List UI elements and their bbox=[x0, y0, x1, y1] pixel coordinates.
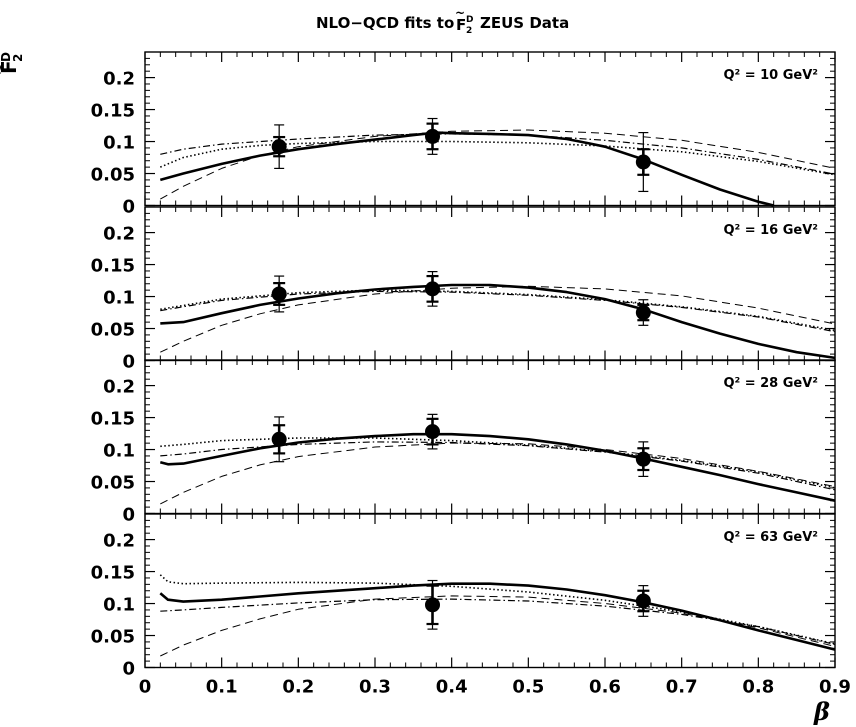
x-tick-label: 0 bbox=[139, 677, 152, 698]
panel-1: 0 0.05 0.1 0.15 0.2 Q² = 10 GeV² bbox=[91, 51, 836, 218]
y-tick-label: 0.05 bbox=[91, 627, 135, 648]
fit-curve-dashdot bbox=[160, 441, 836, 491]
fit-curve-dashed bbox=[160, 595, 836, 657]
fit-curve-dashdot bbox=[160, 133, 836, 175]
x-tick-label: 0.8 bbox=[742, 677, 774, 698]
fit-curve-solid bbox=[159, 582, 836, 651]
x-tick-label: 0.4 bbox=[436, 677, 468, 698]
svg-text:2: 2 bbox=[466, 26, 472, 36]
fit-curve-dotted bbox=[160, 437, 836, 489]
x-tick-label: 0.7 bbox=[666, 677, 698, 698]
data-point bbox=[635, 154, 651, 170]
y-tick-label: 0.1 bbox=[103, 288, 135, 309]
svg-text:~: ~ bbox=[455, 6, 465, 20]
panel-3: 0 0.05 0.1 0.15 0.2 Q² = 28 GeV² bbox=[91, 359, 836, 526]
panel-4: 0 0.05 0.1 0.15 0.2 Q² = 63 GeV² bbox=[91, 513, 836, 680]
panel-q2-label: Q² = 16 GeV² bbox=[723, 223, 818, 238]
data-point bbox=[635, 593, 651, 609]
data-point bbox=[635, 451, 651, 467]
y-tick-label: 0 bbox=[122, 352, 135, 373]
y-tick-label: 0.15 bbox=[91, 256, 135, 277]
y-tick-label: 0.1 bbox=[103, 595, 135, 616]
y-tick-label: 0.1 bbox=[103, 441, 135, 462]
panel-q2-label: Q² = 28 GeV² bbox=[723, 376, 818, 391]
fit-curve-dashdot bbox=[160, 290, 836, 333]
fit-curve-dashed bbox=[160, 442, 836, 505]
svg-text:F: F bbox=[0, 60, 21, 74]
x-axis-label: β bbox=[813, 697, 830, 726]
svg-text:2: 2 bbox=[11, 54, 25, 62]
svg-text:D: D bbox=[466, 15, 473, 25]
y-tick-label: 0.2 bbox=[103, 69, 135, 90]
fit-curve-solid bbox=[159, 432, 836, 502]
fit-curve-dashed bbox=[160, 129, 836, 200]
data-point bbox=[425, 128, 440, 144]
fit-curve-dashed bbox=[160, 285, 836, 353]
svg-text:ZEUS Data: ZEUS Data bbox=[480, 14, 569, 32]
y-tick-label: 0.05 bbox=[91, 473, 135, 494]
y-tick-label: 0.2 bbox=[103, 531, 135, 552]
svg-text:NLO−QCD fits to: NLO−QCD fits to bbox=[316, 14, 454, 32]
x-tick-label: 0.9 bbox=[819, 677, 851, 698]
y-tick-label: 0.15 bbox=[91, 101, 135, 122]
fit-curve-dotted bbox=[160, 289, 836, 332]
x-tick-label: 0.6 bbox=[589, 677, 621, 698]
data-point bbox=[425, 597, 440, 613]
y-tick-label: 0.2 bbox=[103, 377, 135, 398]
y-tick-label: 0 bbox=[122, 659, 135, 680]
y-tick-label: 0.15 bbox=[91, 409, 135, 430]
data-point bbox=[271, 286, 287, 302]
y-tick-label: 0.1 bbox=[103, 133, 135, 154]
panel-2: 0 0.05 0.1 0.15 0.2 Q² = 16 GeV² bbox=[91, 206, 836, 373]
y-tick-label: 0.2 bbox=[103, 224, 135, 245]
y-tick-label: 0.15 bbox=[91, 563, 135, 584]
data-point bbox=[271, 431, 287, 447]
x-tick-label: 0.5 bbox=[512, 677, 544, 698]
data-point bbox=[425, 281, 440, 297]
x-tick-label: 0.2 bbox=[282, 677, 314, 698]
data-point bbox=[271, 139, 287, 155]
svg-text:~: ~ bbox=[0, 63, 8, 75]
x-tick-label: 0.1 bbox=[206, 677, 238, 698]
y-tick-label: 0.05 bbox=[91, 165, 135, 186]
svg-text:D: D bbox=[0, 52, 13, 62]
x-tick-label: 0.3 bbox=[359, 677, 391, 698]
fit-curve-solid bbox=[160, 283, 836, 360]
chart-title: NLO−QCD fits to F ~ D 2 ZEUS Data bbox=[316, 6, 569, 36]
y-tick-label: 0 bbox=[122, 197, 135, 218]
panel-q2-label: Q² = 63 GeV² bbox=[723, 530, 818, 545]
fit-curve-solid bbox=[159, 131, 775, 207]
data-point bbox=[425, 424, 440, 440]
fit-curve-dashdot bbox=[160, 598, 836, 646]
fit-curve-dotted bbox=[159, 140, 836, 176]
y-axis-label: F ~ D 2 bbox=[0, 52, 25, 75]
panel-q2-label: Q² = 10 GeV² bbox=[723, 68, 818, 83]
y-tick-label: 0.05 bbox=[91, 320, 135, 341]
svg-text:F: F bbox=[456, 16, 466, 34]
data-point bbox=[635, 305, 651, 321]
y-tick-label: 0 bbox=[122, 505, 135, 526]
